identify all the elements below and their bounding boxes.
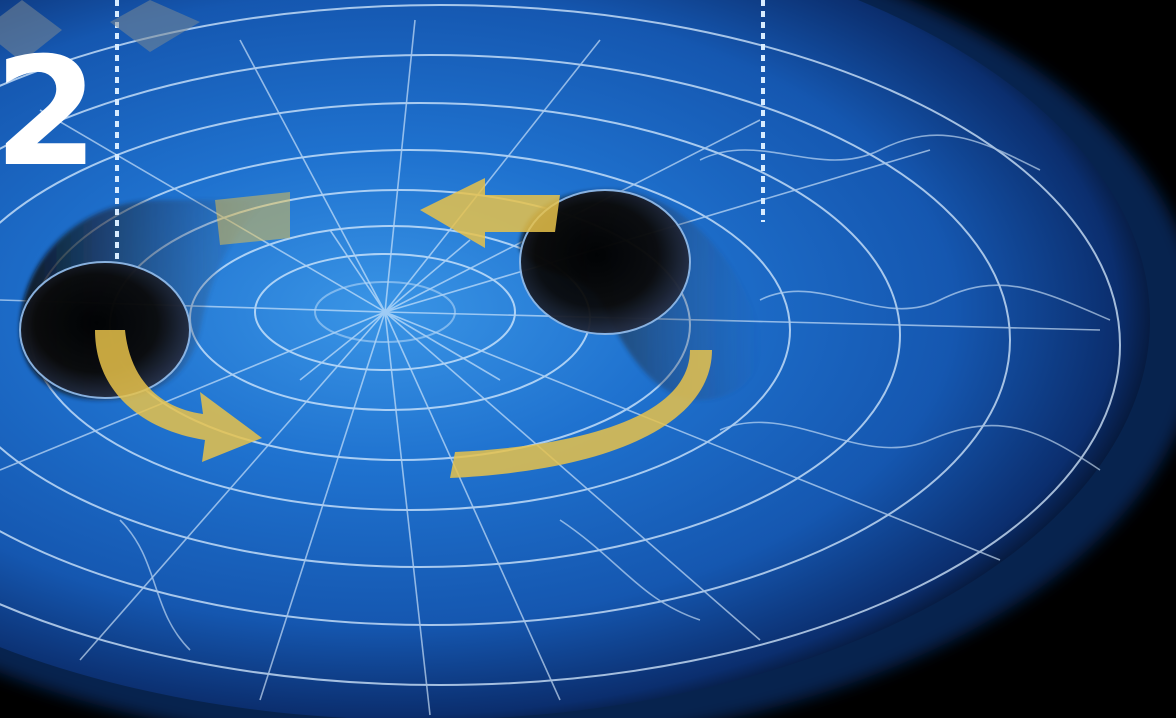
- arrow-top-right: [420, 178, 560, 248]
- spacetime-grid: [0, 4, 1121, 716]
- corner-diamonds: [0, 0, 200, 62]
- marker-lines: [115, 0, 765, 262]
- black-hole-right: [519, 189, 762, 400]
- orbit-arrows: [95, 178, 712, 478]
- arrow-bottom-left: [95, 330, 262, 462]
- spacetime-disk: [0, 0, 1150, 718]
- arrow-top: [215, 192, 290, 245]
- arrow-bottom-right: [450, 350, 712, 478]
- step-number: 2: [0, 26, 98, 200]
